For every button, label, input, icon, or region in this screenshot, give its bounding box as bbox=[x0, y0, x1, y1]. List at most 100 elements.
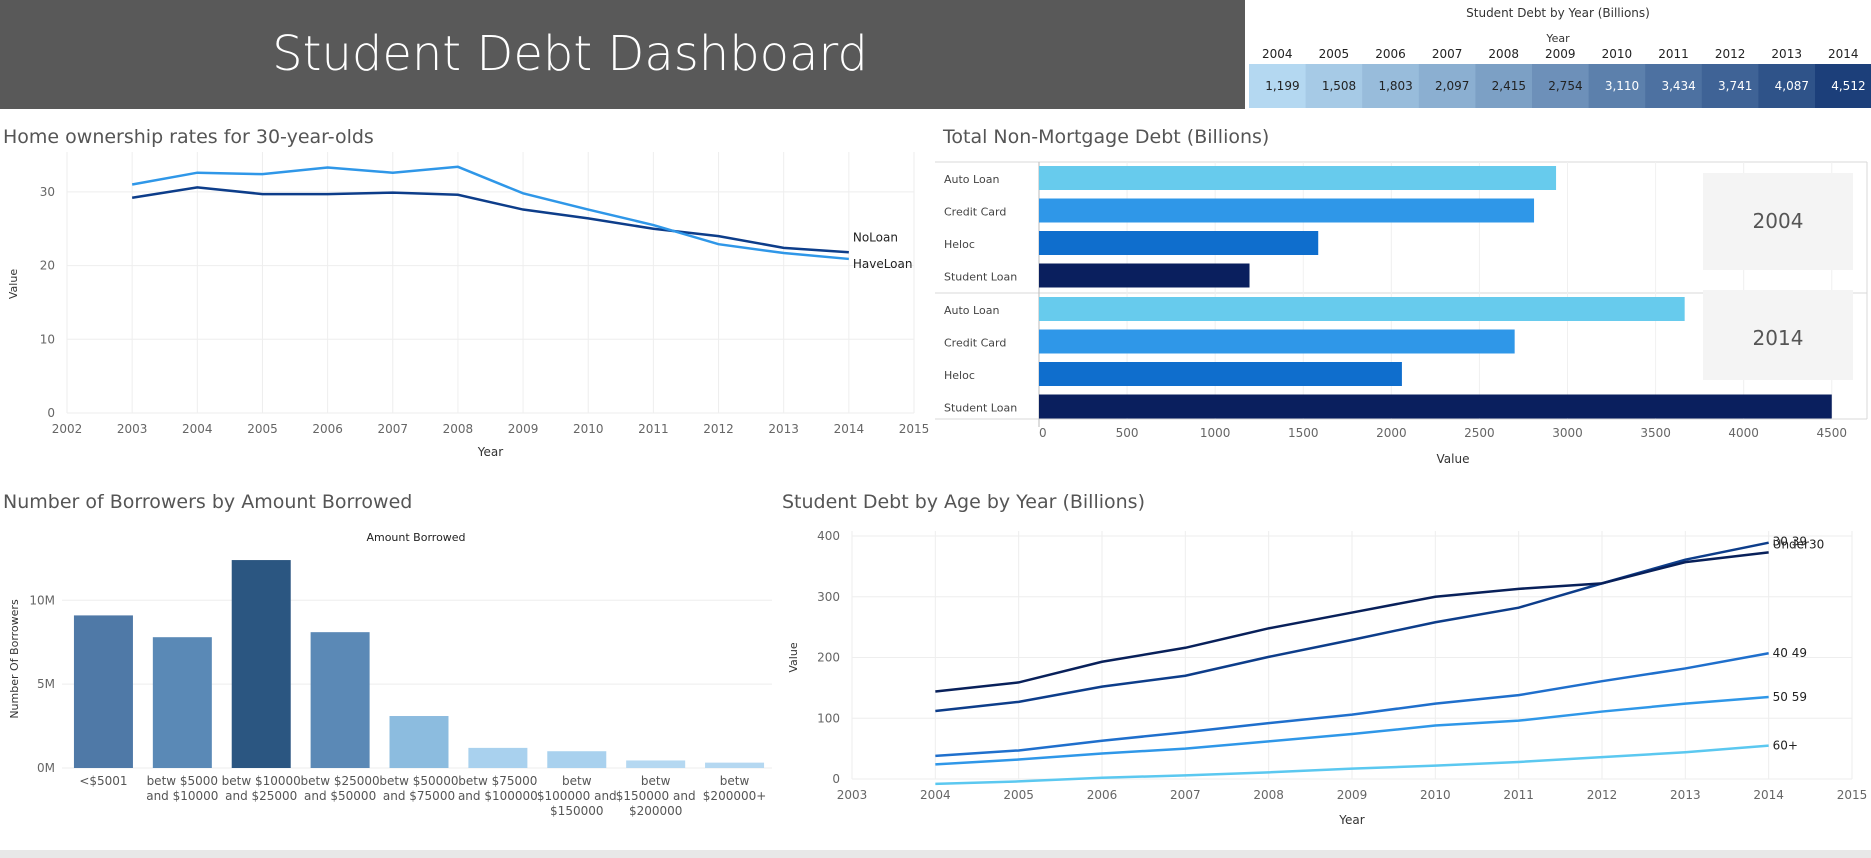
non-mortgage-debt-title: Total Non-Mortgage Debt (Billions) bbox=[943, 126, 1270, 148]
x-tick-label: 2013 bbox=[768, 422, 799, 436]
year-table-cell bbox=[1701, 64, 1759, 108]
panel-label-box bbox=[1703, 290, 1853, 380]
bar-credit-card bbox=[1039, 198, 1535, 223]
y-tick-label: 10M bbox=[29, 593, 55, 607]
year-table-year: 2004 bbox=[1262, 47, 1293, 61]
borrowers-header: Amount Borrowed bbox=[366, 531, 465, 544]
x-tick-label: 1000 bbox=[1200, 426, 1231, 440]
category-label: betw $5000 bbox=[147, 774, 219, 788]
x-tick-label: 2007 bbox=[1170, 788, 1201, 802]
year-table-value: 3,110 bbox=[1605, 79, 1639, 93]
year-table-value: 2,754 bbox=[1548, 79, 1582, 93]
year-table-cell bbox=[1815, 64, 1871, 108]
y-axis-label: Value bbox=[7, 269, 20, 299]
year-table-year: 2010 bbox=[1602, 47, 1633, 61]
y-tick-label: 200 bbox=[817, 651, 840, 665]
x-tick-label: 4500 bbox=[1816, 426, 1847, 440]
x-tick-label: 2010 bbox=[573, 422, 604, 436]
year-table-cell bbox=[1305, 64, 1363, 108]
x-tick-label: 2010 bbox=[1420, 788, 1451, 802]
x-tick-label: 2008 bbox=[443, 422, 474, 436]
x-tick-label: 2015 bbox=[899, 422, 930, 436]
year-table-cell bbox=[1475, 64, 1533, 108]
series-end-label: 40 49 bbox=[1773, 646, 1807, 660]
x-tick-label: 2012 bbox=[703, 422, 734, 436]
student-debt-by-year-table: Student Debt by Year (Billions) Year 2004 1… bbox=[1249, 6, 1871, 108]
year-table-value: 1,508 bbox=[1322, 79, 1356, 93]
y-tick-label: 30 bbox=[40, 185, 55, 199]
y-axis-label: Value bbox=[787, 642, 800, 672]
series-line-under30 bbox=[935, 551, 1769, 693]
category-label: Student Loan bbox=[944, 271, 1017, 284]
x-tick-label: 2003 bbox=[117, 422, 148, 436]
bar-auto-loan bbox=[1039, 297, 1685, 321]
x-tick-label: 2013 bbox=[1670, 788, 1701, 802]
series-line-haveloan bbox=[131, 165, 849, 261]
panel-label-box bbox=[1703, 173, 1853, 270]
category-label: betw $50000 bbox=[379, 774, 458, 788]
bar-heloc bbox=[1039, 362, 1402, 386]
x-tick-label: 2015 bbox=[1837, 788, 1868, 802]
x-axis-label: Year bbox=[477, 445, 503, 459]
category-label: $150000 bbox=[550, 804, 603, 818]
series-line-60+ bbox=[935, 744, 1769, 786]
category-label: betw $75000 bbox=[458, 774, 537, 788]
year-table-cell bbox=[1249, 64, 1307, 108]
year-table-value: 4,512 bbox=[1831, 79, 1865, 93]
category-label: betw bbox=[720, 774, 750, 788]
year-table-value: 2,097 bbox=[1435, 79, 1469, 93]
category-label: Credit Card bbox=[944, 206, 1006, 219]
series-end-label: 30 39 bbox=[1773, 535, 1807, 549]
x-tick-label: 2007 bbox=[377, 422, 408, 436]
x-axis-label: Year bbox=[1338, 813, 1364, 827]
x-tick-label: 2002 bbox=[52, 422, 83, 436]
category-label: Auto Loan bbox=[944, 304, 999, 317]
home-ownership-title: Home ownership rates for 30-year-olds bbox=[3, 126, 374, 148]
x-tick-label: 2011 bbox=[638, 422, 669, 436]
year-table-value: 3,434 bbox=[1661, 79, 1695, 93]
age-debt-chart: 2003 2004 2005 2006 2007 2008 2009 2010 2011 2012… bbox=[787, 529, 1868, 827]
x-tick-label: 2014 bbox=[834, 422, 865, 436]
bar-borrowers bbox=[547, 751, 607, 768]
year-table-value: 3,741 bbox=[1718, 79, 1752, 93]
bar-borrowers bbox=[468, 747, 528, 768]
y-tick-label: 0 bbox=[47, 406, 55, 420]
x-axis-label: Value bbox=[1437, 452, 1470, 466]
year-table-cell bbox=[1418, 64, 1476, 108]
year-table-value: 1,803 bbox=[1378, 79, 1412, 93]
series-end-label: 50 59 bbox=[1773, 690, 1807, 704]
x-tick-label: 2012 bbox=[1587, 788, 1618, 802]
series-line-50-59 bbox=[935, 695, 1769, 766]
category-label: $100000 and bbox=[537, 789, 617, 803]
home-ownership-chart: 2002 2003 2004 2005 2006 2007 2008 2009 2010 2011… bbox=[7, 152, 930, 459]
bar-borrowers bbox=[231, 560, 291, 768]
y-tick-label: 10 bbox=[40, 332, 55, 346]
year-table-year: 2005 bbox=[1319, 47, 1350, 61]
series-end-label: 60+ bbox=[1773, 739, 1798, 753]
bar-borrowers bbox=[626, 760, 686, 768]
bar-credit-card bbox=[1039, 329, 1515, 354]
bar-auto-loan bbox=[1039, 166, 1557, 190]
x-tick-label: 2011 bbox=[1503, 788, 1534, 802]
year-table-cell bbox=[1532, 64, 1590, 108]
year-table-cell bbox=[1362, 64, 1420, 108]
x-tick-label: 2006 bbox=[1087, 788, 1118, 802]
y-tick-label: 100 bbox=[817, 711, 840, 725]
bar-borrowers bbox=[73, 615, 133, 768]
category-label: betw $10000 bbox=[222, 774, 301, 788]
bar-borrowers bbox=[310, 632, 370, 768]
x-tick-label: 1500 bbox=[1288, 426, 1319, 440]
category-label: $200000+ bbox=[703, 789, 767, 803]
y-tick-label: 0M bbox=[37, 761, 55, 775]
x-tick-label: 3500 bbox=[1640, 426, 1671, 440]
x-tick-label: 4000 bbox=[1728, 426, 1759, 440]
y-tick-label: 400 bbox=[817, 529, 840, 543]
year-table-year: 2006 bbox=[1375, 47, 1406, 61]
y-tick-label: 300 bbox=[817, 590, 840, 604]
year-table-cell bbox=[1645, 64, 1703, 108]
category-label: Heloc bbox=[944, 238, 975, 251]
borrowers-chart: Amount Borrowed 0M 5M 10M Number Of Borrower… bbox=[8, 531, 772, 818]
bar-student-loan bbox=[1039, 263, 1250, 288]
x-tick-label: 2000 bbox=[1376, 426, 1407, 440]
bar-borrowers bbox=[152, 637, 212, 768]
